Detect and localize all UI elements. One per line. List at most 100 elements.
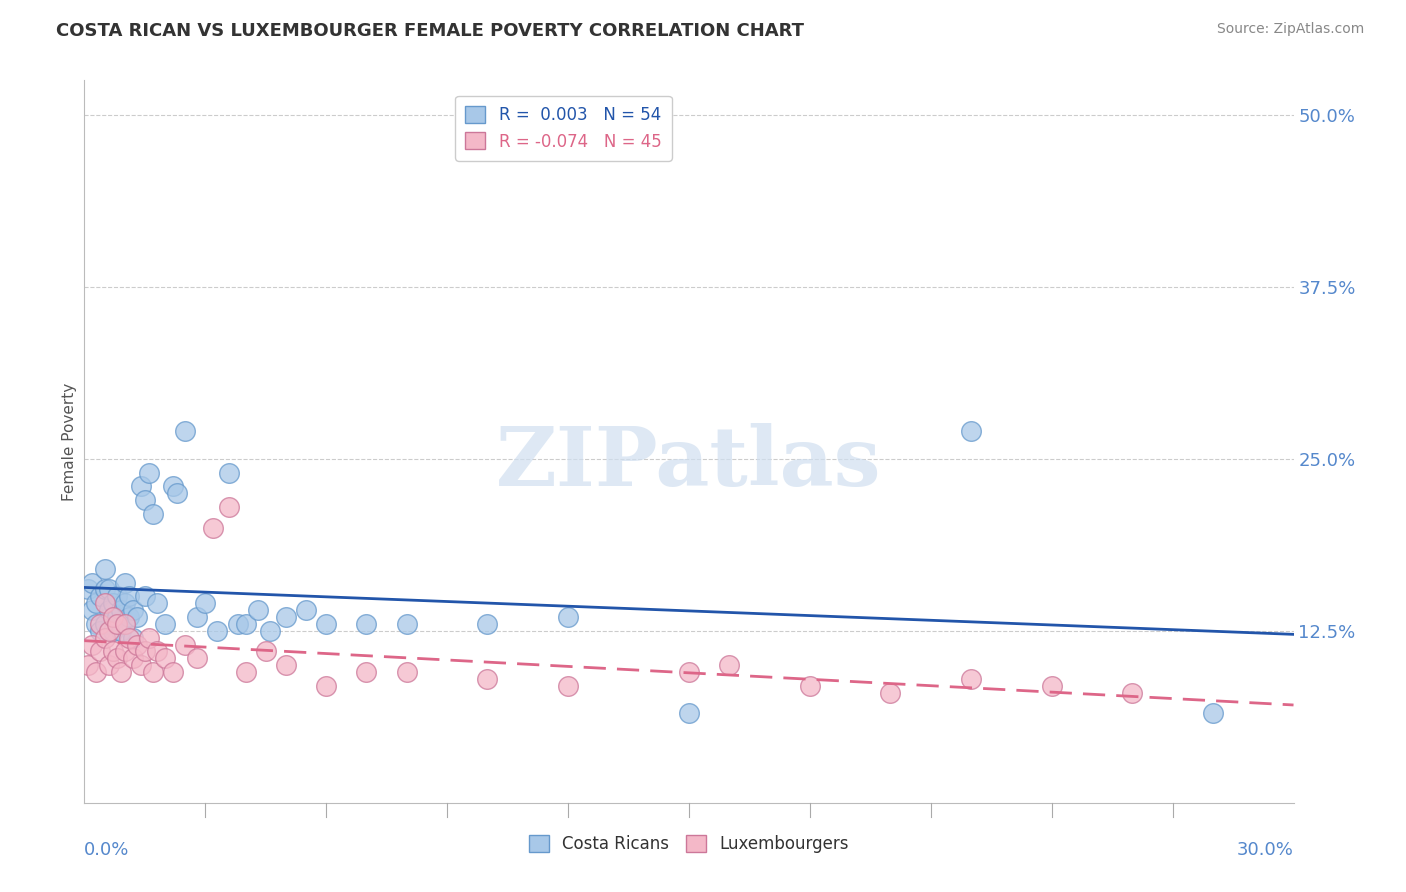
Point xyxy=(246,603,269,617)
Point xyxy=(101,610,124,624)
Point xyxy=(125,610,148,624)
Legend: Costa Ricans, Luxembourgers: Costa Ricans, Luxembourgers xyxy=(523,828,855,860)
Point xyxy=(166,486,188,500)
Point xyxy=(134,493,156,508)
Point xyxy=(97,603,120,617)
Point xyxy=(218,500,240,514)
Point xyxy=(105,651,128,665)
Text: 0.0%: 0.0% xyxy=(84,841,129,859)
Point xyxy=(134,644,156,658)
Point xyxy=(879,686,901,700)
Point xyxy=(274,610,297,624)
Y-axis label: Female Poverty: Female Poverty xyxy=(62,383,77,500)
Point xyxy=(114,616,136,631)
Point xyxy=(1202,706,1225,721)
Point xyxy=(194,596,217,610)
Point xyxy=(1040,679,1063,693)
Point xyxy=(174,638,197,652)
Point xyxy=(77,582,100,597)
Point xyxy=(146,596,169,610)
Point xyxy=(207,624,229,638)
Point xyxy=(97,658,120,673)
Point xyxy=(97,624,120,638)
Point xyxy=(153,616,176,631)
Point xyxy=(114,644,136,658)
Point xyxy=(315,679,337,693)
Point xyxy=(395,616,418,631)
Point xyxy=(125,638,148,652)
Point xyxy=(235,616,257,631)
Point xyxy=(477,616,499,631)
Point xyxy=(162,479,184,493)
Point xyxy=(129,658,152,673)
Text: COSTA RICAN VS LUXEMBOURGER FEMALE POVERTY CORRELATION CHART: COSTA RICAN VS LUXEMBOURGER FEMALE POVER… xyxy=(56,22,804,40)
Point xyxy=(678,665,700,679)
Point xyxy=(477,672,499,686)
Text: 30.0%: 30.0% xyxy=(1237,841,1294,859)
Point xyxy=(718,658,741,673)
Point xyxy=(93,562,115,576)
Point xyxy=(142,665,165,679)
Point xyxy=(110,665,132,679)
Point xyxy=(105,590,128,604)
Point xyxy=(202,520,225,534)
Point xyxy=(86,665,108,679)
Point xyxy=(110,624,132,638)
Point xyxy=(118,590,141,604)
Point xyxy=(254,644,277,658)
Point xyxy=(799,679,821,693)
Point xyxy=(86,616,108,631)
Point xyxy=(82,603,104,617)
Point xyxy=(97,582,120,597)
Point xyxy=(93,582,115,597)
Point xyxy=(89,616,111,631)
Point xyxy=(93,631,115,645)
Point xyxy=(105,610,128,624)
Point xyxy=(101,644,124,658)
Point xyxy=(101,596,124,610)
Point xyxy=(114,616,136,631)
Point xyxy=(89,644,111,658)
Point xyxy=(82,638,104,652)
Text: Source: ZipAtlas.com: Source: ZipAtlas.com xyxy=(1216,22,1364,37)
Point xyxy=(557,610,579,624)
Point xyxy=(105,616,128,631)
Point xyxy=(315,616,337,631)
Point xyxy=(218,466,240,480)
Point xyxy=(138,631,160,645)
Point xyxy=(395,665,418,679)
Point xyxy=(356,665,378,679)
Point xyxy=(186,610,208,624)
Point xyxy=(960,424,983,438)
Point xyxy=(295,603,318,617)
Point xyxy=(114,596,136,610)
Point xyxy=(77,658,100,673)
Point xyxy=(118,610,141,624)
Point xyxy=(678,706,700,721)
Point xyxy=(960,672,983,686)
Point xyxy=(146,644,169,658)
Point xyxy=(138,466,160,480)
Point xyxy=(186,651,208,665)
Point xyxy=(557,679,579,693)
Point xyxy=(235,665,257,679)
Point xyxy=(101,624,124,638)
Point xyxy=(162,665,184,679)
Text: ZIPatlas: ZIPatlas xyxy=(496,423,882,503)
Point xyxy=(134,590,156,604)
Point xyxy=(174,424,197,438)
Point xyxy=(274,658,297,673)
Point xyxy=(118,631,141,645)
Point xyxy=(121,631,143,645)
Point xyxy=(93,596,115,610)
Point xyxy=(1121,686,1143,700)
Point xyxy=(110,603,132,617)
Point xyxy=(121,651,143,665)
Point xyxy=(93,616,115,631)
Point xyxy=(121,603,143,617)
Point xyxy=(356,616,378,631)
Point xyxy=(226,616,249,631)
Point xyxy=(86,596,108,610)
Point xyxy=(153,651,176,665)
Point xyxy=(89,624,111,638)
